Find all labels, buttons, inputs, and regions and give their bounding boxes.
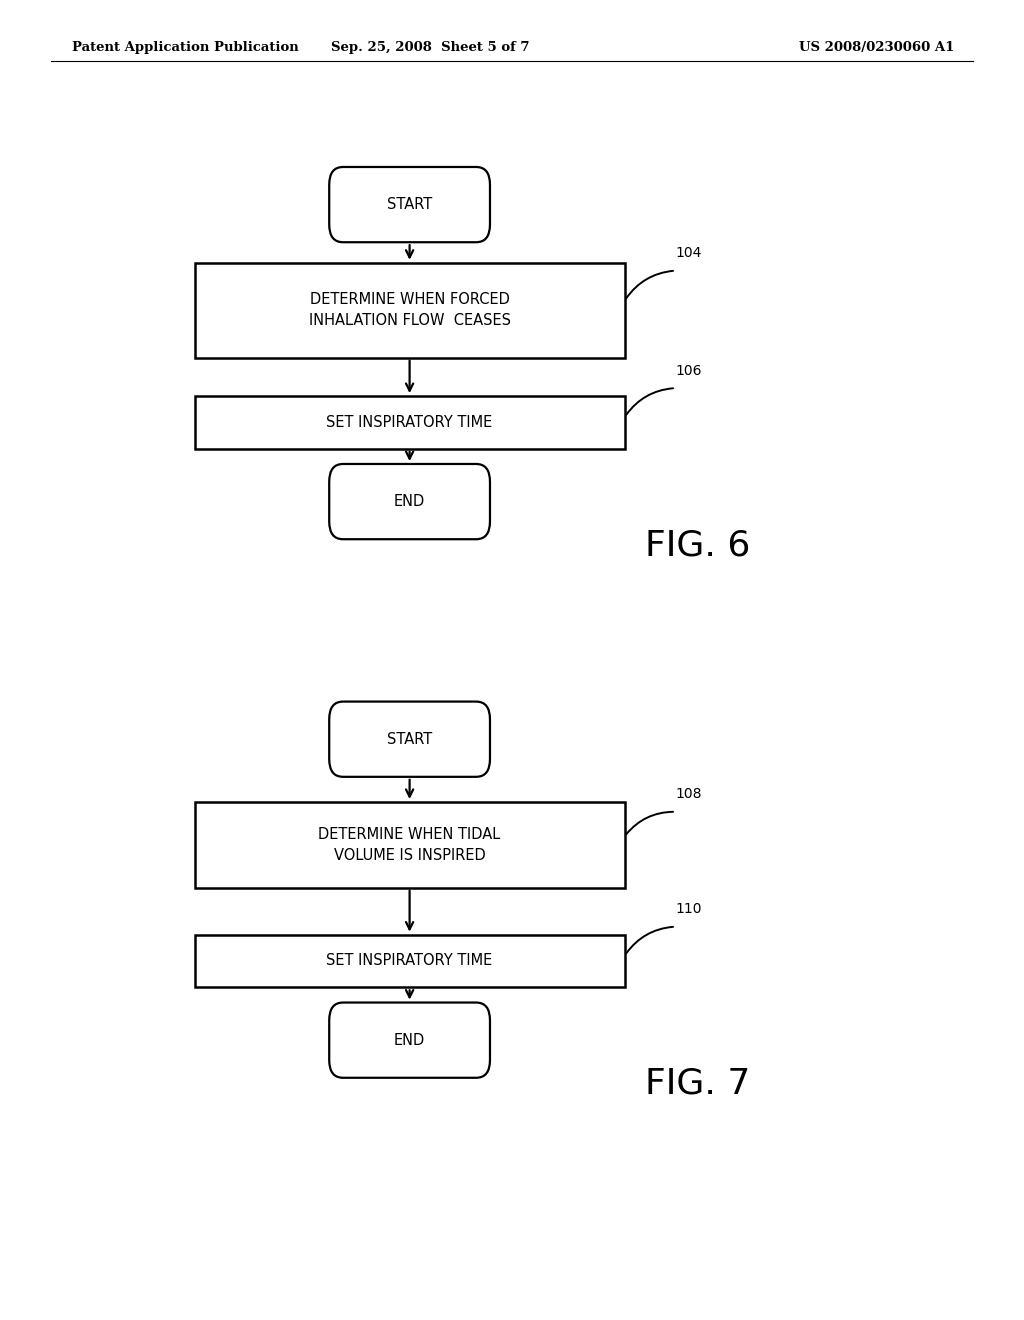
Bar: [195, 396, 625, 449]
Text: FIG. 7: FIG. 7: [645, 1067, 751, 1101]
FancyBboxPatch shape: [330, 1003, 490, 1077]
Text: 110: 110: [676, 902, 702, 916]
Text: FIG. 6: FIG. 6: [645, 528, 751, 562]
FancyBboxPatch shape: [330, 463, 490, 539]
Text: END: END: [394, 494, 425, 510]
Text: DETERMINE WHEN TIDAL
VOLUME IS INSPIRED: DETERMINE WHEN TIDAL VOLUME IS INSPIRED: [318, 826, 501, 863]
Bar: [195, 801, 625, 887]
Text: 104: 104: [676, 246, 702, 260]
Bar: [195, 263, 625, 358]
Text: DETERMINE WHEN FORCED
INHALATION FLOW  CEASES: DETERMINE WHEN FORCED INHALATION FLOW CE…: [308, 292, 511, 329]
Text: SET INSPIRATORY TIME: SET INSPIRATORY TIME: [327, 414, 493, 430]
Text: US 2008/0230060 A1: US 2008/0230060 A1: [799, 41, 954, 54]
Text: Patent Application Publication: Patent Application Publication: [72, 41, 298, 54]
Text: END: END: [394, 1032, 425, 1048]
FancyBboxPatch shape: [330, 702, 490, 776]
Text: 108: 108: [676, 787, 702, 801]
Text: 106: 106: [676, 363, 702, 378]
Text: Sep. 25, 2008  Sheet 5 of 7: Sep. 25, 2008 Sheet 5 of 7: [331, 41, 529, 54]
FancyBboxPatch shape: [330, 168, 490, 243]
Text: START: START: [387, 197, 432, 213]
Text: SET INSPIRATORY TIME: SET INSPIRATORY TIME: [327, 953, 493, 969]
Text: START: START: [387, 731, 432, 747]
Bar: [195, 935, 625, 987]
